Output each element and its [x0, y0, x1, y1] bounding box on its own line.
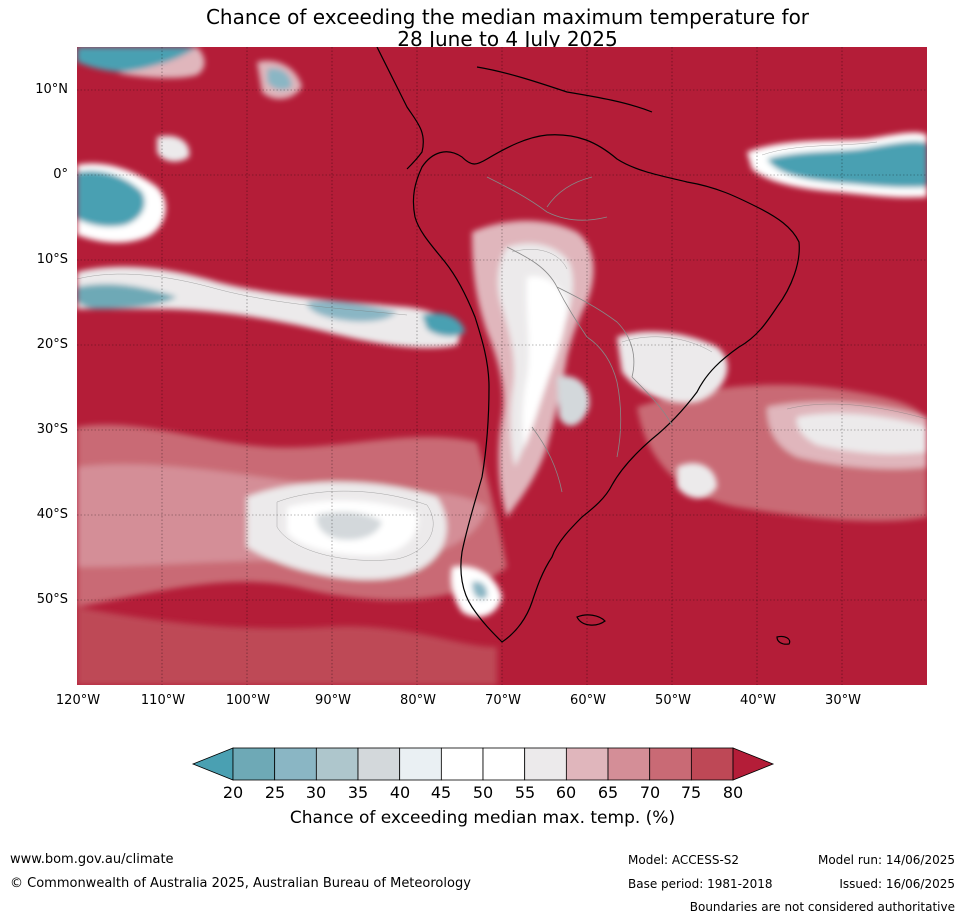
colorbar-tick-60: 60	[555, 783, 577, 802]
colorbar-segment	[399, 747, 442, 781]
colorbar-segment	[649, 747, 692, 781]
colorbar-segments	[191, 747, 775, 781]
colorbar-tick-55: 55	[514, 783, 536, 802]
lat-label-30s: 30°S	[36, 422, 68, 437]
colorbar-segment	[357, 747, 401, 781]
lon-label-40w: 40°W	[740, 693, 776, 708]
contour-lines	[77, 141, 927, 561]
colorbar-arrow-high	[732, 747, 775, 781]
country-borders	[486, 176, 673, 493]
lon-label-100w: 100°W	[225, 693, 271, 708]
colorbar-segment	[607, 747, 651, 781]
colorbar-arrow-low	[191, 747, 234, 781]
lon-label-60w: 60°W	[570, 693, 606, 708]
land-anomalies	[450, 220, 728, 617]
colorbar-tick-70: 70	[639, 783, 661, 802]
lat-label-0: 0°	[53, 167, 68, 182]
central-america-coastline	[376, 47, 424, 170]
colorbar-tick-25: 25	[264, 783, 286, 802]
colorbar-segment	[315, 747, 359, 781]
footer-url: www.bom.gov.au/climate	[10, 852, 174, 867]
lon-label-80w: 80°W	[400, 693, 436, 708]
lon-label-30w: 30°W	[825, 693, 861, 708]
island-south-atlantic	[776, 635, 791, 645]
footer-model: Model: ACCESS-S2	[628, 853, 740, 867]
lon-label-90w: 90°W	[315, 693, 351, 708]
colorbar-segment	[232, 747, 276, 781]
footer-boundaries-note: Boundaries are not considered authoritat…	[689, 900, 955, 914]
lon-label-70w: 70°W	[485, 693, 521, 708]
colorbar-tick-20: 20	[222, 783, 244, 802]
colorbar-segment	[524, 747, 567, 781]
map-title-line2: 28 June to 4 July 2025	[397, 27, 618, 51]
colorbar-tick-75: 75	[680, 783, 702, 802]
colorbar-tick-80: 80	[722, 783, 744, 802]
falklands	[576, 614, 606, 626]
colorbar-segment	[440, 747, 484, 781]
footer-copyright: © Commonwealth of Australia 2025, Austra…	[10, 876, 471, 891]
colorbar	[191, 747, 775, 781]
lon-label-120w: 120°W	[55, 693, 101, 708]
colorbar-tick-40: 40	[389, 783, 411, 802]
lon-label-110w: 110°W	[140, 693, 186, 708]
colorbar-segment	[690, 747, 734, 781]
south-america-coastline	[412, 134, 800, 643]
caribbean-coastline	[476, 66, 653, 113]
colorbar-tick-45: 45	[430, 783, 452, 802]
colorbar-title: Chance of exceeding median max. temp. (%…	[289, 808, 676, 828]
colorbar-segment	[482, 747, 526, 781]
footer-issued: Issued: 16/06/2025	[839, 877, 955, 891]
lat-label-40s: 40°S	[36, 507, 68, 522]
lat-label-50s: 50°S	[36, 592, 68, 607]
colorbar-tick-35: 35	[347, 783, 369, 802]
cool-anomaly-patches	[77, 47, 927, 348]
colorbar-tick-50: 50	[472, 783, 494, 802]
colorbar-tick-65: 65	[597, 783, 619, 802]
footer-model-run: Model run: 14/06/2025	[817, 853, 955, 867]
footer-base-period: Base period: 1981-2018	[628, 877, 773, 891]
lon-label-50w: 50°W	[655, 693, 691, 708]
map-title-line1: Chance of exceeding the median maximum t…	[205, 5, 810, 29]
graticule	[77, 47, 927, 685]
lat-label-20s: 20°S	[36, 337, 68, 352]
probability-map	[77, 47, 927, 685]
colorbar-segment	[274, 747, 317, 781]
lat-label-10n: 10°N	[35, 82, 68, 97]
colorbar-tick-30: 30	[305, 783, 327, 802]
lat-label-10s: 10°S	[36, 252, 68, 267]
coastlines	[376, 47, 800, 645]
colorbar-segment	[565, 747, 609, 781]
